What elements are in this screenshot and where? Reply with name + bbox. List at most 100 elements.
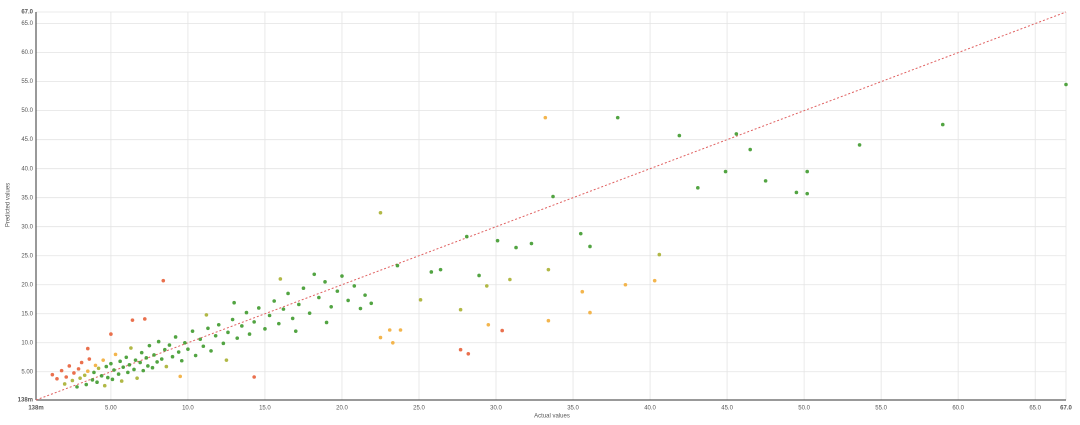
y-tick-label: 67.0 xyxy=(21,10,33,16)
point xyxy=(96,366,101,371)
y-tick-label: 60.0 xyxy=(21,50,33,56)
x-tick-label: 50.0 xyxy=(798,406,810,412)
point xyxy=(615,115,620,120)
point xyxy=(152,353,156,357)
point xyxy=(267,313,272,318)
point xyxy=(677,133,682,138)
point xyxy=(55,376,59,381)
point xyxy=(329,304,333,309)
point xyxy=(167,343,172,347)
y-tick-label: 30.0 xyxy=(21,224,33,230)
point xyxy=(144,356,149,360)
x-tick-label: 60.0 xyxy=(952,406,964,412)
point xyxy=(85,369,90,374)
point xyxy=(324,320,329,325)
point xyxy=(297,302,301,307)
point xyxy=(178,374,183,379)
point xyxy=(805,169,809,174)
point xyxy=(346,298,350,303)
point xyxy=(317,295,321,300)
x-tick-label: 20.0 xyxy=(336,406,348,412)
x-tick-label: 138m xyxy=(28,406,43,412)
x-tick-label: 5.00 xyxy=(105,406,117,412)
point xyxy=(398,328,403,332)
point xyxy=(163,347,167,352)
point xyxy=(652,278,657,283)
x-tick-label: 30.0 xyxy=(490,406,502,412)
y-tick-label: 50.0 xyxy=(21,108,33,114)
point xyxy=(79,360,84,365)
point xyxy=(794,190,799,195)
x-tick-label: 15.0 xyxy=(259,406,271,412)
point xyxy=(484,284,489,288)
point xyxy=(139,350,144,355)
point xyxy=(418,298,423,302)
point xyxy=(301,286,306,291)
point xyxy=(580,289,585,294)
point xyxy=(95,380,99,385)
point xyxy=(130,318,135,322)
point xyxy=(495,238,500,243)
point xyxy=(90,378,95,382)
point xyxy=(156,339,161,344)
point xyxy=(198,337,203,342)
point xyxy=(109,361,113,366)
x-tick-label: 55.0 xyxy=(875,406,887,412)
point xyxy=(76,367,81,371)
y-tick-label: 35.0 xyxy=(21,195,33,201)
point xyxy=(458,307,463,312)
point xyxy=(281,307,286,311)
point xyxy=(138,360,142,365)
y-tick-label: 20.0 xyxy=(21,282,33,288)
y-tick-label: 10.0 xyxy=(21,340,33,346)
x-tick-label: 25.0 xyxy=(413,406,425,412)
point xyxy=(116,372,121,376)
point xyxy=(378,335,383,340)
point xyxy=(323,280,327,284)
point xyxy=(118,359,122,364)
point xyxy=(201,344,206,349)
point xyxy=(186,347,190,351)
point xyxy=(159,357,164,361)
point xyxy=(240,324,244,328)
point xyxy=(133,358,138,362)
point xyxy=(290,316,295,321)
point xyxy=(1064,82,1068,87)
point xyxy=(224,358,229,362)
point xyxy=(93,363,98,368)
x-tick-label: 45.0 xyxy=(721,406,733,412)
point xyxy=(252,320,256,324)
point xyxy=(190,329,195,333)
point xyxy=(193,353,198,358)
point xyxy=(358,306,363,311)
point xyxy=(204,313,209,317)
y-axis-title: Predicted values xyxy=(6,183,12,227)
point xyxy=(135,376,139,380)
reference-line xyxy=(35,11,1067,401)
point xyxy=(82,373,87,378)
point xyxy=(464,234,469,239)
point xyxy=(235,336,240,340)
point xyxy=(170,354,175,359)
point xyxy=(113,352,118,357)
point xyxy=(216,322,221,327)
y-tick-label: 65.0 xyxy=(21,21,33,27)
point xyxy=(119,379,124,383)
point xyxy=(940,122,945,127)
point xyxy=(87,357,92,361)
point xyxy=(458,347,463,352)
x-tick-label: 40.0 xyxy=(644,406,656,412)
point xyxy=(141,368,146,373)
point xyxy=(363,293,367,297)
point xyxy=(543,115,548,120)
point xyxy=(84,382,89,387)
point xyxy=(578,231,583,236)
point xyxy=(369,301,374,306)
point xyxy=(508,277,512,282)
point xyxy=(221,341,226,346)
point xyxy=(277,321,281,326)
point xyxy=(176,350,181,354)
point xyxy=(623,282,628,287)
point xyxy=(657,252,662,257)
point xyxy=(102,383,107,388)
